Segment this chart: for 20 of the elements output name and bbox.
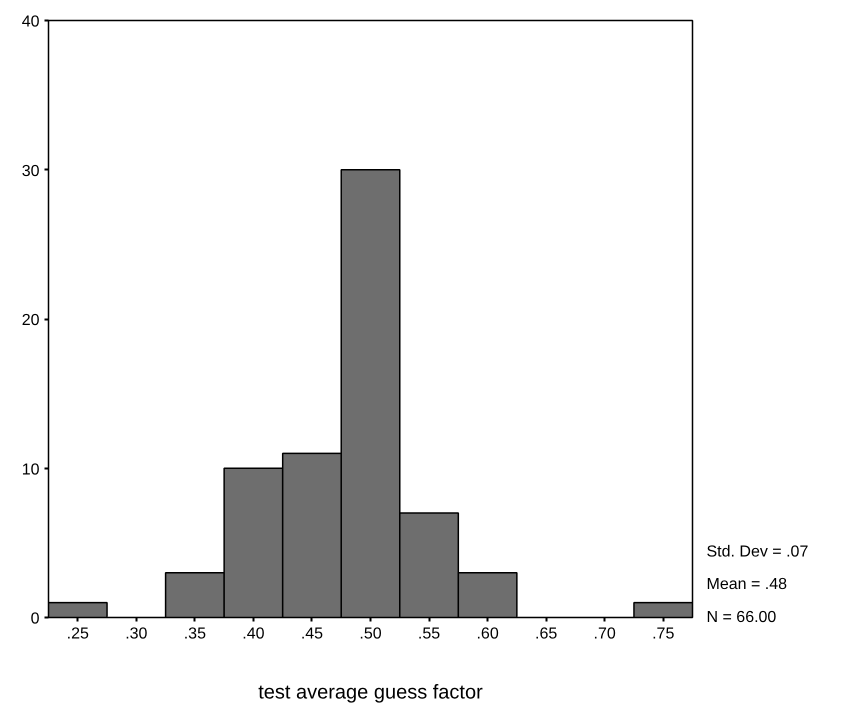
y-tick-label: 10 xyxy=(22,461,40,478)
text: N = 66.00 xyxy=(706,609,776,626)
y-tick-label: 20 xyxy=(22,312,40,329)
x-tick-label: .45 xyxy=(300,626,324,642)
x-tick-label: .60 xyxy=(476,626,499,642)
x-tick-label: .65 xyxy=(535,626,558,642)
y-tick-label: 30 xyxy=(22,162,40,180)
x-tick-label: .70 xyxy=(594,626,616,642)
y-tick-label: 0 xyxy=(30,610,40,628)
x-tick-label: .55 xyxy=(418,626,440,642)
x-tick-label: .35 xyxy=(184,626,206,642)
text: Std. Dev = .07 xyxy=(706,543,808,560)
x-tick-label: .30 xyxy=(125,626,148,642)
x-tick-label: .40 xyxy=(242,626,265,642)
x-axis-title: test average guess factor xyxy=(258,682,484,704)
text: Mean = .48 xyxy=(706,576,788,594)
x-tick-label: .50 xyxy=(359,626,382,642)
y-tick-label: 40 xyxy=(22,14,40,30)
x-tick-label: .75 xyxy=(652,626,674,642)
x-tick-label: .25 xyxy=(66,626,89,642)
